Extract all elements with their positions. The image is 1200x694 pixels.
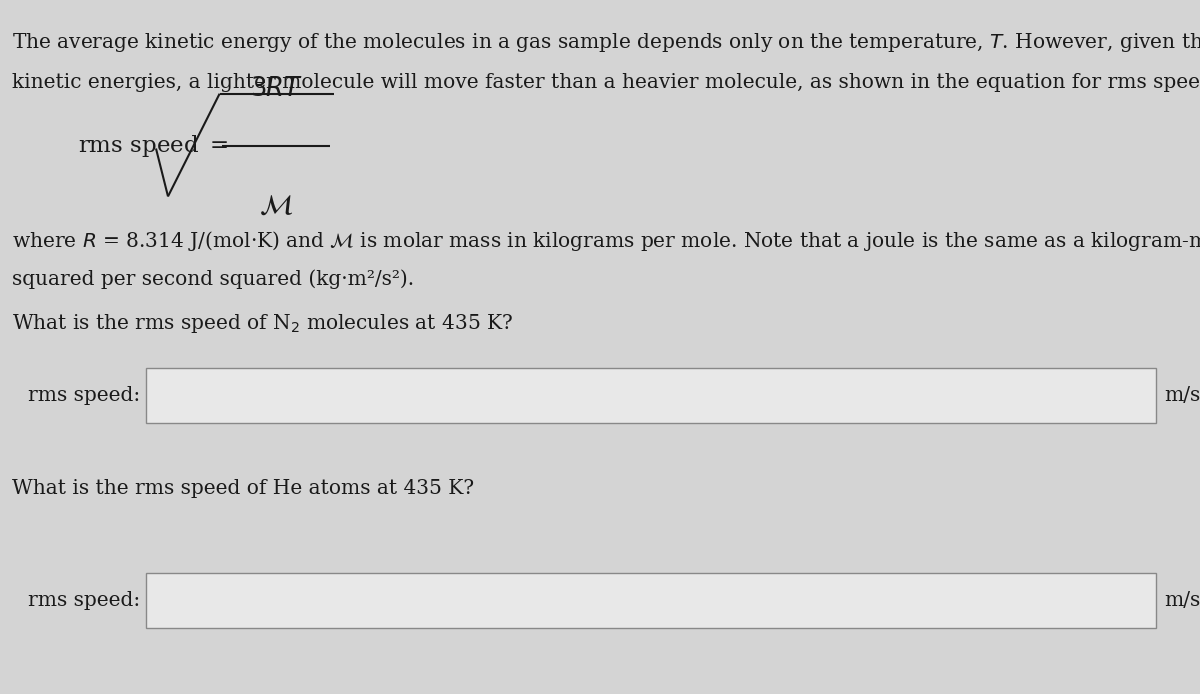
FancyBboxPatch shape <box>146 368 1156 423</box>
Text: The average kinetic energy of the molecules in a gas sample depends only on the : The average kinetic energy of the molecu… <box>12 31 1200 54</box>
Text: rms speed $=$: rms speed $=$ <box>78 133 228 159</box>
Text: m/s: m/s <box>1164 386 1200 405</box>
FancyBboxPatch shape <box>146 573 1156 628</box>
Text: squared per second squared (kg·m²/s²).: squared per second squared (kg·m²/s²). <box>12 269 414 289</box>
Text: rms speed:: rms speed: <box>28 386 140 405</box>
Text: rms speed:: rms speed: <box>28 591 140 610</box>
Text: kinetic energies, a lighter molecule will move faster than a heavier molecule, a: kinetic energies, a lighter molecule wil… <box>12 73 1200 92</box>
Text: where $\mathit{R}$ = 8.314 J/(mol·K) and $\mathcal{M}$ is molar mass in kilogram: where $\mathit{R}$ = 8.314 J/(mol·K) and… <box>12 229 1200 253</box>
Text: $\mathcal{M}$: $\mathcal{M}$ <box>259 193 293 220</box>
Text: m/s: m/s <box>1164 591 1200 610</box>
Text: $3RT$: $3RT$ <box>250 76 302 101</box>
Text: What is the rms speed of N$_2$ molecules at 435 K?: What is the rms speed of N$_2$ molecules… <box>12 312 512 335</box>
Text: What is the rms speed of He atoms at 435 K?: What is the rms speed of He atoms at 435… <box>12 479 474 498</box>
